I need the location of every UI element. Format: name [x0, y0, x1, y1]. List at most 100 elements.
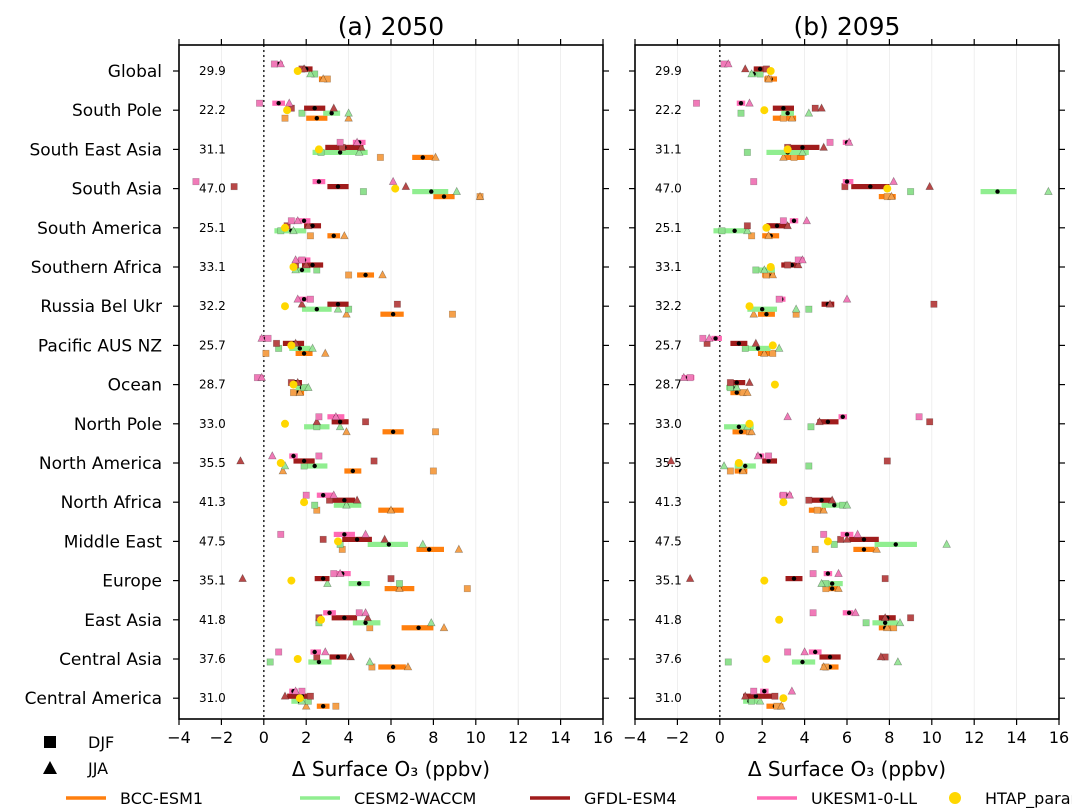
panel-1-htap-south-america	[762, 223, 771, 232]
panel-0-bcc-jja-east-asia	[439, 622, 449, 632]
panel-1-cesm-djf-north-america	[805, 462, 813, 470]
panel-0-bcc-djf-southern-africa	[345, 271, 353, 279]
panel-1-ukesm-jja-south-pole	[745, 98, 754, 107]
panel-0-htap-ocean	[289, 380, 298, 389]
panel-1-gfdl-djf-central-america	[771, 692, 779, 700]
panel-0-ukesm-jja-central-asia	[320, 647, 330, 656]
panel-1-baseline-south-pole: 22.2	[655, 103, 682, 117]
panel-1-cesm-jja-north-america	[719, 461, 729, 470]
panel-0-baseline-global: 29.9	[199, 64, 226, 78]
panel-0-ukesm-mean-russia-bel-ukr	[301, 297, 307, 302]
panel-1-ukesm-djf-north-africa	[779, 491, 787, 499]
panel-1-ukesm-jja-north-pole	[783, 411, 792, 421]
panel-0-ukesm-mean-south-america	[301, 218, 307, 223]
panel-1-gfdl-jja-central-asia	[876, 652, 886, 661]
panel-0-cesm-djf-russia-bel-ukr	[345, 305, 353, 313]
panel-1-cesm-mean-north-america	[743, 463, 748, 469]
panel-1-cesm-djf-global	[756, 70, 764, 78]
panel-1-bcc-jja-ocean	[743, 387, 752, 396]
panel-0-cesm-jja-south-america	[289, 225, 298, 235]
panel-1-cesm-djf-central-asia	[724, 658, 732, 666]
panel-0-htap-pacific-aus-nz	[287, 341, 296, 350]
panel-1-cesm-mean-east-asia	[882, 620, 888, 625]
panel-1-bcc-jja-europe	[834, 583, 843, 592]
panel-0-gfdl-djf-north-america	[370, 457, 378, 465]
panel-1-gfdl-djf-north-pole	[926, 418, 934, 426]
legend-cesm2-waccm-label: CESM2-WACCM	[354, 789, 476, 808]
panel-0-baseline-north-america: 35.5	[199, 456, 226, 470]
panel-1-htap-north-america	[734, 459, 743, 467]
panel-1-bcc-jja-south-america	[764, 230, 773, 240]
panel-0-ukesm-djf-north-africa	[302, 491, 310, 499]
panel-1-htap-europe	[760, 576, 769, 585]
panel-1-ukesm-djf-north-america	[765, 452, 773, 460]
panel-1-xtick-label: 10	[922, 728, 942, 747]
panel-1-ukesm-jja-europe	[834, 568, 843, 577]
legend-htap-marker	[949, 792, 961, 804]
panel-1-gfdl-mean-south-pole	[781, 106, 786, 111]
panel-0-cesm-jja-russia-bel-ukr	[333, 304, 343, 313]
panel-0-ukesm-djf-pacific-aus-nz	[264, 334, 272, 342]
panel-1-gfdl-djf-east-asia	[907, 614, 915, 622]
panel-1-htap-pacific-aus-nz	[768, 341, 777, 350]
panel-1-cesm-mean-central-asia	[800, 659, 805, 665]
panel-1-gfdl-djf-europe	[881, 575, 889, 583]
panel-1-cesm-mean-europe	[829, 581, 835, 586]
panel-0-cesm-jja-global	[306, 69, 315, 78]
panel-0-ukesm-djf-central-asia	[275, 648, 283, 656]
panel-1-gfdl-jja-north-africa	[827, 495, 837, 504]
panel-1-gfdl-mean-pacific-aus-nz	[736, 341, 742, 346]
panel-1-htap-south-east-asia	[783, 145, 792, 154]
panel-0-ukesm-djf-russia-bel-ukr	[306, 295, 314, 303]
panel-0-baseline-north-africa: 41.3	[199, 495, 226, 509]
panel-1-baseline-central-asia: 37.6	[655, 652, 682, 666]
panel-0-htap-south-asia	[391, 184, 400, 193]
panel-1-htap-north-africa	[779, 498, 788, 507]
panel-1-ukesm-jja-ocean	[679, 372, 689, 381]
panel-1-cesm-djf-southern-africa	[752, 266, 760, 274]
panel-1-ukesm-jja-north-america	[753, 451, 763, 460]
panel-1-bcc-jja-southern-africa	[768, 270, 778, 279]
panel-1-gfdl-jja-south-east-asia	[819, 142, 828, 151]
panel-1-xtick-label: 6	[842, 728, 852, 747]
panel-0-gfdl-mean-south-pole	[312, 106, 317, 111]
panel-0-htap-southern-africa	[289, 263, 298, 271]
panel-0-htap-central-america	[295, 694, 304, 703]
panel-1-ukesm-mean-north-pole	[840, 414, 845, 419]
panel-0-cesm-jja-south-pole	[344, 108, 353, 117]
panel-0-gfdl-jja-north-pole	[312, 416, 322, 426]
panel-0-bcc-mean-middle-east	[426, 547, 432, 552]
panel-0-ukesm-jja-south-pole	[284, 98, 294, 107]
panel-0-cesm-jja-central-asia	[365, 657, 375, 666]
panel-1-xtick-label: 14	[1006, 728, 1026, 747]
panel-0-bcc-djf-east-asia	[366, 624, 374, 632]
panel-1-bcc-jja-south-asia	[887, 191, 896, 200]
panel-0-gfdl-mean-south-asia	[335, 184, 341, 189]
panel-1-cesm-jja-middle-east	[942, 539, 951, 548]
panel-1-cesm-djf-middle-east	[830, 540, 838, 548]
panel-0-baseline-north-pole: 33.0	[199, 417, 226, 431]
panel-1-bcc-jja-south-pole	[787, 113, 797, 122]
panel-0-baseline-south-asia: 47.0	[199, 182, 226, 196]
panel-1-htap-north-pole	[745, 419, 754, 428]
panel-1-ukesm-djf-central-america	[750, 687, 758, 695]
panel-0-ukesm-jja-north-pole	[331, 411, 341, 421]
panel-1-bcc-jja-north-africa	[819, 505, 828, 514]
panel-1-baseline-south-asia: 47.0	[655, 182, 682, 196]
panel-0-baseline-pacific-aus-nz: 25.7	[199, 338, 226, 352]
panel-1-baseline-southern-africa: 33.1	[655, 260, 682, 274]
panel-1-ukesm-djf-russia-bel-ukr	[775, 295, 783, 303]
panel-1-gfdl-mean-north-pole	[825, 419, 831, 424]
region-label-pacific-aus-nz: Pacific AUS NZ	[38, 336, 162, 356]
panel-0-cesm-mean-pacific-aus-nz	[297, 346, 303, 351]
panel-1-ukesm-djf-europe	[809, 570, 817, 578]
panel-1-cesm-mean-north-africa	[832, 503, 837, 508]
panel-1-gfdl-jja-south-pole	[817, 103, 826, 112]
panel-0-cesm-jja-ocean	[304, 382, 313, 391]
panel-0-bcc-mean-north-america	[350, 468, 356, 474]
panel-0-htap-east-asia	[317, 615, 326, 624]
panel-1-gfdl-jja-central-america	[740, 691, 750, 700]
panel-1-ukesm-djf-south-asia	[750, 178, 758, 186]
panel-1-baseline-south-america: 25.1	[655, 221, 682, 235]
panel-0-ukesm-jja-global	[276, 59, 286, 68]
